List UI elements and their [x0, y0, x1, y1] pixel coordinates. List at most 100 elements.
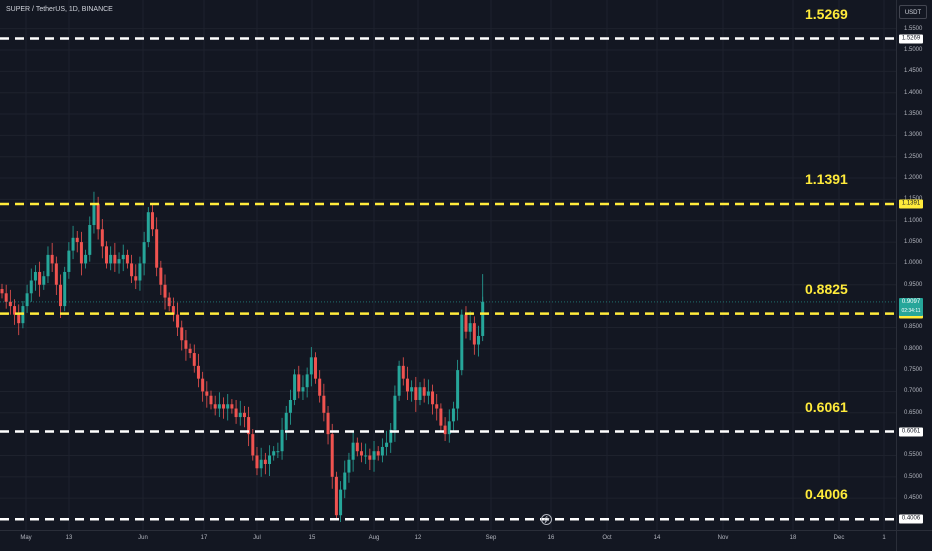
price-tick-label: 1.3500	[904, 111, 923, 118]
time-tick-label: 16	[547, 535, 555, 541]
candle	[8, 301, 12, 307]
candle	[414, 387, 418, 400]
symbol-title[interactable]: SUPER / TetherUS, 1D, BINANCE	[6, 6, 113, 13]
candle	[100, 229, 104, 247]
level-label: 0.6061	[805, 398, 848, 415]
candle	[59, 284, 63, 307]
price-tick-label: 0.4500	[904, 495, 923, 502]
candle	[113, 254, 117, 264]
time-tick-label: 1	[882, 535, 886, 541]
chart-canvas[interactable]	[0, 0, 896, 530]
candle	[297, 374, 301, 392]
candle	[481, 301, 485, 336]
price-tick-label: 1.2500	[904, 153, 923, 160]
axis-corner	[896, 530, 932, 551]
candle	[422, 387, 426, 396]
candle	[334, 476, 338, 516]
price-tick-label: 1.2000	[904, 175, 923, 182]
candle	[138, 263, 142, 281]
price-tick-label: 1.0500	[904, 239, 923, 246]
candle	[142, 242, 146, 264]
time-tick-label: Sep	[485, 535, 497, 541]
candle	[159, 267, 163, 285]
currency-button[interactable]: USDT	[899, 5, 927, 19]
candle	[201, 378, 205, 392]
price-tick-label: 0.6500	[904, 409, 923, 416]
time-tick-label: Jun	[138, 535, 148, 541]
price-tick-label: 1.4500	[904, 68, 923, 75]
candle	[33, 271, 37, 281]
candle	[359, 451, 363, 456]
candle	[88, 225, 92, 255]
candle	[150, 212, 154, 230]
candle	[460, 314, 464, 371]
candle	[188, 348, 192, 354]
candle	[50, 254, 54, 264]
candle	[397, 365, 401, 396]
candle	[0, 289, 4, 294]
candle	[405, 378, 409, 392]
candle	[234, 408, 238, 418]
candle	[301, 387, 305, 392]
candle	[71, 237, 75, 251]
time-tick-label: 17	[200, 535, 208, 541]
candle	[439, 408, 443, 426]
price-chart[interactable]	[0, 0, 896, 530]
candle	[117, 259, 121, 264]
candle	[213, 404, 217, 409]
price-axis[interactable]	[896, 0, 932, 530]
candle	[410, 387, 414, 392]
time-tick-label: 12	[414, 535, 422, 541]
price-tick-label: 1.1500	[904, 196, 922, 202]
candle	[4, 293, 8, 302]
price-tick-label: 1.0000	[904, 260, 923, 267]
level-price-tag: 1.1391	[899, 199, 923, 209]
candle	[96, 203, 100, 230]
candle	[67, 250, 71, 272]
price-tick-label: 0.8500	[904, 324, 923, 331]
candle	[184, 340, 188, 349]
price-tick-label: 0.7000	[904, 388, 923, 395]
candle	[389, 429, 393, 443]
candle	[426, 391, 430, 396]
level-label: 0.4006	[805, 486, 848, 503]
candle	[443, 425, 447, 435]
candle	[368, 455, 372, 460]
candle	[251, 434, 255, 456]
price-tick-label: 0.9500	[904, 281, 923, 288]
candle	[180, 327, 184, 341]
candle	[230, 404, 234, 409]
candle	[305, 374, 309, 388]
time-tick-label: Aug	[368, 535, 380, 541]
candle	[293, 374, 297, 400]
candle	[355, 442, 359, 452]
candle	[13, 306, 17, 315]
candle	[46, 254, 50, 277]
candle	[25, 293, 29, 307]
candle	[376, 451, 380, 456]
current-price-tag: 0.9097 02:34:11	[899, 297, 923, 316]
candle	[17, 314, 21, 324]
candle	[343, 472, 347, 490]
candle	[268, 455, 272, 465]
candle	[326, 412, 330, 435]
time-axis[interactable]	[0, 530, 896, 551]
candle	[217, 404, 221, 409]
candle	[263, 459, 267, 465]
candle	[155, 229, 159, 268]
candle	[209, 395, 213, 405]
candle	[435, 404, 439, 409]
candle	[163, 284, 167, 298]
candle	[401, 365, 405, 379]
candle	[75, 237, 79, 243]
candle	[130, 263, 134, 277]
candle	[472, 323, 476, 345]
candle	[38, 271, 42, 285]
candle	[29, 280, 33, 294]
lightning-icon[interactable]	[541, 514, 552, 525]
candle	[79, 242, 83, 264]
candle	[146, 212, 150, 243]
level-label: 1.5269	[805, 5, 848, 22]
candle	[431, 391, 435, 405]
candle	[322, 395, 326, 413]
